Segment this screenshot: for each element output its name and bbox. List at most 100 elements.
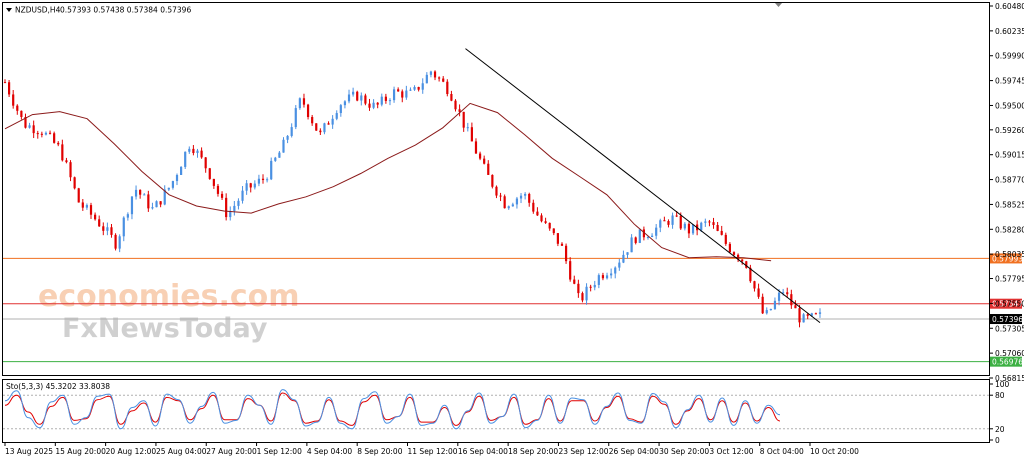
candle-bear [77,188,80,203]
candle-bull [782,292,785,294]
candle-bull [286,135,289,140]
candle-bear [159,201,162,205]
y-tick-label: 0.57795 [995,275,1024,284]
level-price-box-orange [990,253,1022,264]
y-tick-label: 0.59015 [995,151,1024,160]
y-tick-label: 0.58280 [995,225,1024,234]
candle-bull [605,275,609,279]
candle-bear [315,123,318,131]
candle-bear [16,105,19,111]
candle-bull [347,94,351,102]
candle-bull [241,190,244,201]
candle-bear [98,219,101,227]
candle-bear [478,153,482,159]
candle-bear [454,100,457,110]
candle-bear [438,77,441,79]
candle-bear [798,308,801,323]
candle-bear [384,96,387,101]
candle-bear [3,82,7,84]
candle-bull [274,157,277,161]
stoch-main-line [4,389,781,430]
level-price-box-green [990,356,1022,367]
candle-bull [650,235,654,237]
candle-bear [569,261,572,280]
candle-bear [220,193,224,198]
candle-bull [339,105,342,114]
candle-bear [724,234,727,244]
y-tick-label: 0.57550 [995,299,1024,308]
candle-bear [716,225,719,231]
candle-bear [147,194,150,209]
ohlc-readout: 0.57393 0.57438 0.57384 0.57396 [60,6,191,15]
x-tick-label: 1 Sep 12:00 [257,447,303,456]
candle-bear [712,222,715,226]
y-tick-label: 0.59745 [995,77,1024,86]
candle-bear [745,261,748,268]
candle-bull [511,204,514,207]
candle-bull [765,310,768,314]
candle-bear [306,104,310,118]
candle-bear [208,168,211,179]
candle-bear [556,233,559,244]
y-tick-label: 0.60480 [995,2,1024,11]
candle-bear [503,196,506,209]
candle-bear [94,214,97,220]
candle-bull [126,214,129,218]
candle-bear [311,117,314,124]
x-tick-label: 8 Oct 04:00 [760,447,804,456]
candle-bull [155,201,158,208]
candle-bear [20,110,23,118]
candle-bull [618,262,621,268]
candle-bear [32,125,35,134]
x-tick-label: 15 Aug 20:00 [55,447,106,456]
candle-bull [646,236,650,238]
candle-bear [540,215,543,222]
level-price-label-orange: 0.57993 [992,254,1023,263]
candle-bear [495,186,498,196]
candle-bear [741,259,744,262]
candle-bull [245,183,248,191]
watermark-economies: economies.com [38,279,300,314]
candle-bear [642,229,645,238]
candle-bear [397,89,400,92]
candle-bear [528,193,531,203]
candle-bull [597,275,600,285]
x-tick-label: 16 Sep 04:00 [458,447,508,456]
dropdown-triangle-icon[interactable] [6,8,12,12]
stoch-panel-frame [2,379,990,443]
candle-bull [323,123,326,133]
stoch-y-tick-label: 100 [995,380,1010,389]
candle-bear [634,237,637,243]
candle-bear [532,202,535,212]
candle-bull [196,150,199,154]
stoch-title: Sto(5,3,3) 45.3202 33.8038 [6,382,110,391]
candle-bear [327,123,330,125]
candle-bull [106,227,109,231]
candle-bull [335,113,338,119]
candle-bear [487,163,490,175]
candle-bear [552,228,555,234]
x-tick-label: 27 Aug 20:00 [206,447,257,456]
candle-bear [356,91,359,101]
candle-bull [466,127,469,129]
candle-bull [683,223,686,229]
candle-bull [184,151,187,167]
candle-bull [167,187,170,190]
candle-bull [593,284,596,288]
candle-bear [790,294,793,306]
candle-bull [171,181,175,188]
candle-bull [507,206,510,209]
candle-bear [212,178,215,186]
candle-bull [253,183,256,188]
candle-bull [134,189,138,197]
candle-bull [343,101,347,106]
candle-bear [462,111,465,128]
candle-bull [122,217,125,237]
candle-bull [421,83,424,90]
candle-bear [302,98,306,105]
candle-bull [188,148,191,152]
candle-bull [671,215,674,225]
scroll-marker-icon[interactable] [775,3,782,7]
candle-bear [249,183,252,188]
